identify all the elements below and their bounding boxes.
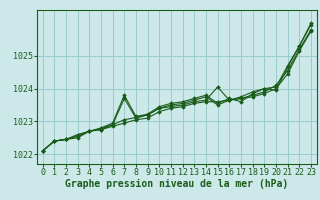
X-axis label: Graphe pression niveau de la mer (hPa): Graphe pression niveau de la mer (hPa)	[65, 179, 288, 189]
